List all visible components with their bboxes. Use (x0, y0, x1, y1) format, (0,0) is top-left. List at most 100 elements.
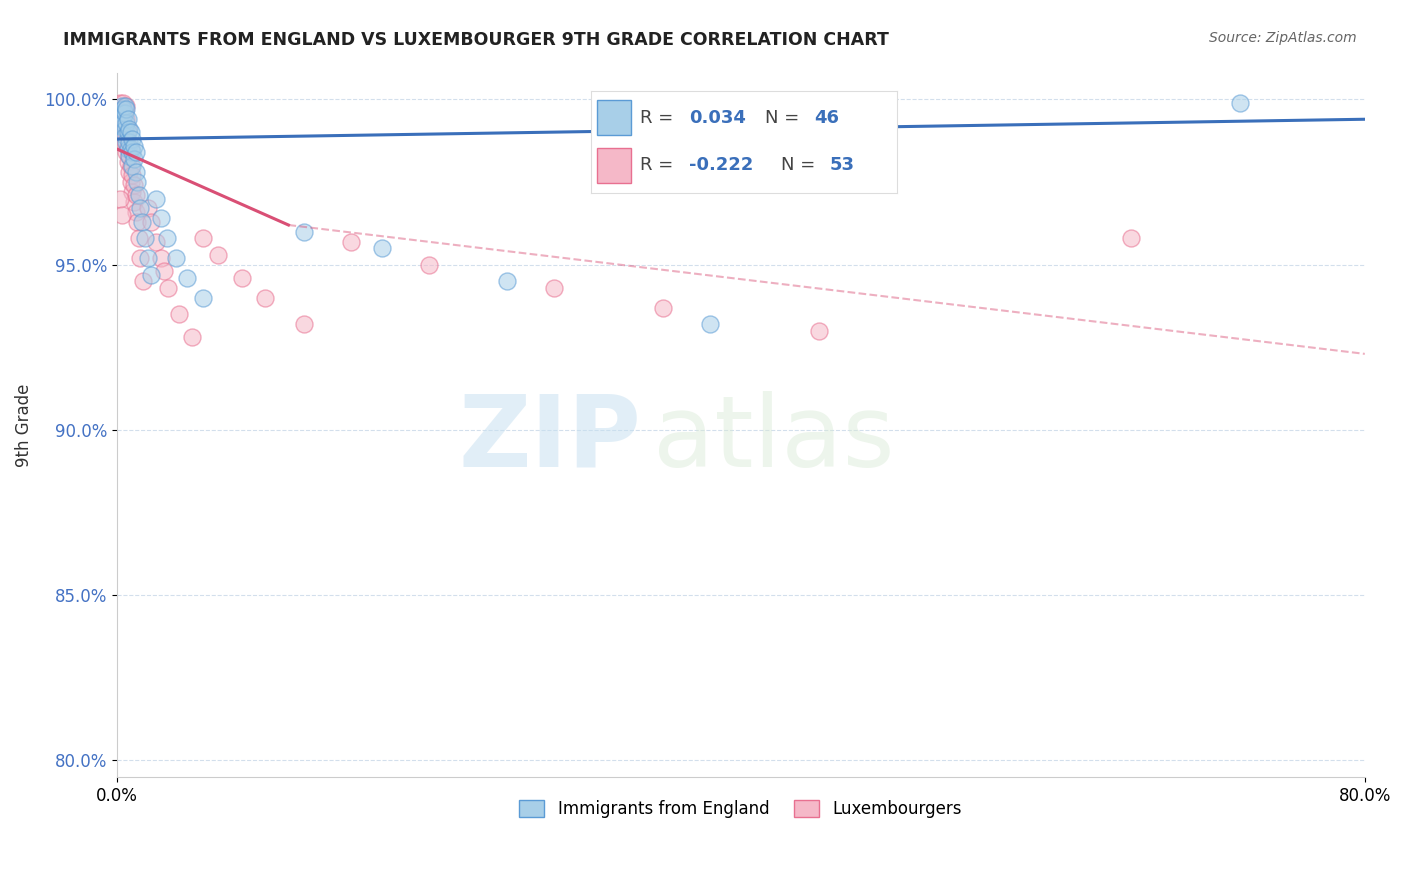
Point (231, 271, 253, 285)
Point (115, 112, 138, 127)
Point (115, 128, 138, 143)
Point (108, 95, 131, 110)
Point (132, 274, 155, 288)
Point (110, 115, 132, 129)
Point (292, 225, 315, 239)
Point (124, 188, 146, 202)
Point (108, 192, 131, 206)
Point (141, 268, 163, 282)
Point (117, 155, 139, 169)
Point (118, 165, 141, 179)
Point (207, 248, 229, 262)
Point (165, 251, 187, 265)
Text: ZIP: ZIP (458, 391, 641, 488)
Point (115, 145, 138, 160)
Point (292, 317, 315, 331)
Point (117, 112, 139, 127)
Point (115, 99, 138, 113)
Point (149, 211, 172, 226)
Point (1119, 231, 1142, 245)
Point (122, 152, 145, 166)
Point (120, 142, 142, 156)
Point (152, 264, 174, 278)
Point (371, 241, 394, 255)
Point (117, 126, 139, 140)
Point (114, 99, 136, 113)
Point (114, 119, 136, 133)
Text: IMMIGRANTS FROM ENGLAND VS LUXEMBOURGER 9TH GRADE CORRELATION CHART: IMMIGRANTS FROM ENGLAND VS LUXEMBOURGER … (63, 31, 889, 49)
Point (112, 95, 135, 110)
Point (127, 175, 149, 189)
Point (112, 112, 135, 127)
Point (807, 324, 830, 338)
Point (110, 103, 132, 117)
Point (495, 274, 517, 288)
Point (114, 128, 136, 143)
Point (112, 115, 135, 129)
Point (114, 105, 136, 120)
Point (118, 122, 141, 136)
Point (124, 204, 146, 219)
Y-axis label: 9th Grade: 9th Grade (15, 384, 32, 467)
Point (121, 185, 143, 199)
Point (191, 231, 214, 245)
Point (122, 194, 145, 209)
Point (121, 132, 143, 146)
Point (121, 169, 143, 183)
Point (134, 231, 156, 245)
Point (112, 109, 135, 123)
Point (108, 105, 131, 120)
Point (118, 148, 141, 162)
Point (108, 119, 131, 133)
Point (121, 159, 143, 173)
Point (651, 301, 673, 315)
Point (124, 165, 146, 179)
Point (1229, 95, 1251, 110)
Point (128, 231, 150, 245)
Point (127, 215, 149, 229)
Text: atlas: atlas (654, 391, 896, 488)
Point (114, 103, 136, 117)
Point (543, 281, 565, 295)
Point (418, 258, 440, 272)
Point (118, 148, 141, 162)
Point (117, 138, 139, 153)
Point (176, 271, 198, 285)
Point (136, 251, 159, 265)
Point (115, 136, 138, 150)
Point (115, 103, 138, 117)
Point (136, 202, 159, 216)
Text: Source: ZipAtlas.com: Source: ZipAtlas.com (1209, 31, 1357, 45)
Point (120, 175, 142, 189)
Point (117, 142, 139, 156)
Point (340, 235, 363, 249)
Point (253, 291, 276, 305)
Point (110, 105, 132, 120)
Point (114, 122, 136, 136)
Point (112, 126, 135, 140)
Point (115, 115, 138, 129)
Point (156, 231, 179, 245)
Point (141, 215, 163, 229)
Point (124, 145, 146, 160)
Point (122, 178, 145, 193)
Point (121, 145, 143, 160)
Point (157, 281, 180, 295)
Point (120, 142, 142, 156)
Point (129, 251, 152, 265)
Point (167, 307, 190, 321)
Point (117, 122, 139, 136)
Point (122, 138, 145, 153)
Point (112, 103, 135, 117)
Point (110, 208, 132, 222)
Point (118, 136, 141, 150)
Point (180, 330, 202, 344)
Point (129, 202, 152, 216)
Point (114, 136, 136, 150)
Point (120, 159, 142, 173)
Point (145, 235, 167, 249)
Point (131, 215, 153, 229)
Point (120, 126, 142, 140)
Point (128, 188, 150, 202)
Point (145, 192, 167, 206)
